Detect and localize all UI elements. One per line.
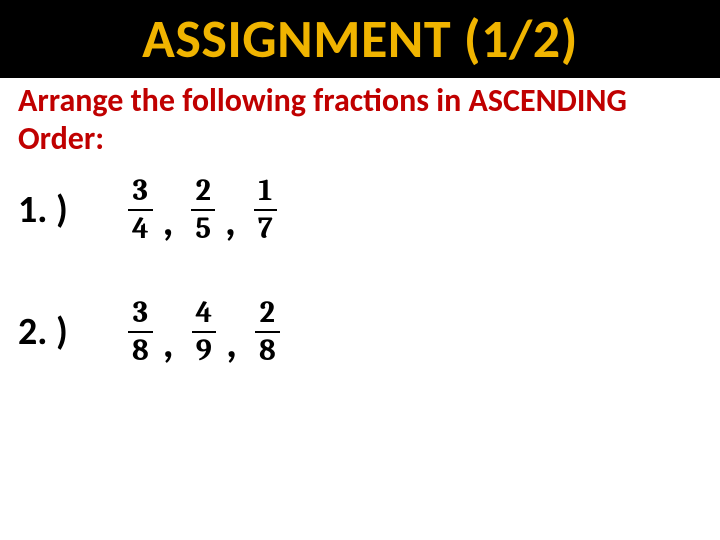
- slide: ASSIGNMENT (1/2) Arrange the following f…: [0, 0, 720, 540]
- fraction-numerator: 2: [256, 298, 279, 331]
- fraction: 3 4: [128, 176, 153, 244]
- separator: ,: [226, 318, 237, 369]
- fraction-denominator: 9: [192, 333, 216, 366]
- fraction: 2 8: [255, 298, 280, 366]
- fraction: 4 9: [192, 298, 217, 366]
- fraction-denominator: 7: [254, 211, 277, 244]
- problem-label: 1. ): [18, 187, 128, 233]
- fraction-denominator: 8: [128, 333, 153, 366]
- fraction-list: 3 8 , 4 9 , 2 8: [128, 298, 280, 366]
- fraction: 3 8: [128, 298, 153, 366]
- separator: ,: [163, 196, 174, 247]
- fraction-numerator: 2: [192, 176, 215, 209]
- fraction: 1 7: [254, 176, 277, 244]
- problem-label: 2. ): [18, 309, 128, 355]
- fraction-list: 3 4 , 2 5 , 1 7: [128, 176, 277, 244]
- problem-row: 1. ) 3 4 , 2 5 , 1 7: [18, 176, 702, 244]
- fraction: 2 5: [191, 176, 215, 244]
- fraction-denominator: 8: [255, 333, 280, 366]
- separator: ,: [225, 196, 236, 247]
- fraction-numerator: 1: [254, 176, 276, 209]
- fraction-denominator: 4: [128, 211, 153, 244]
- problems-container: 1. ) 3 4 , 2 5 , 1 7: [0, 158, 720, 366]
- page-title: ASSIGNMENT (1/2): [0, 6, 720, 72]
- separator: ,: [163, 318, 174, 369]
- fraction-numerator: 4: [192, 298, 217, 331]
- instruction-text: Arrange the following fractions in ASCEN…: [0, 78, 720, 158]
- fraction-numerator: 3: [129, 298, 152, 331]
- fraction-numerator: 3: [129, 176, 152, 209]
- fraction-denominator: 5: [191, 211, 215, 244]
- title-bar: ASSIGNMENT (1/2): [0, 0, 720, 78]
- problem-row: 2. ) 3 8 , 4 9 , 2 8: [18, 298, 702, 366]
